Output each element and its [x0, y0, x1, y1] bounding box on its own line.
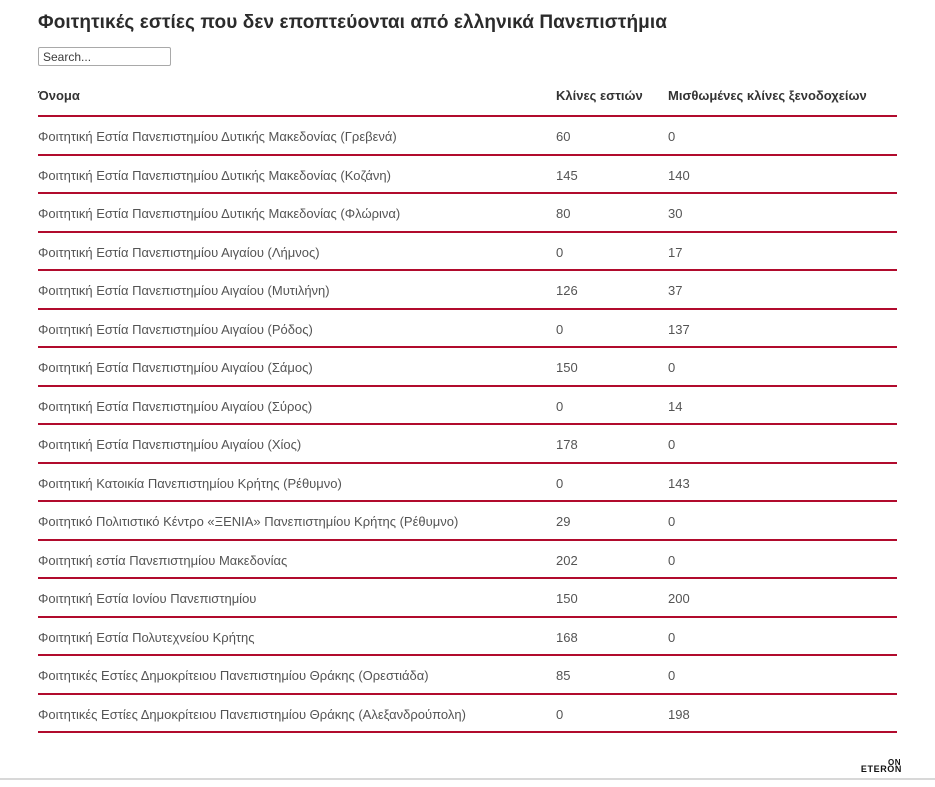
- dorm-beds-cell: 0: [556, 706, 564, 722]
- hotel-beds-cell: 37: [668, 283, 683, 298]
- dorm-name-cell: Φοιτητική Κατοικία Πανεπιστημίου Κρήτης …: [38, 475, 342, 491]
- dorm-beds-cell: 145: [556, 167, 578, 183]
- dorm-name-cell: Φοιτητική Εστία Πανεπιστημίου Αιγαίου (Μ…: [38, 283, 330, 298]
- dorm-beds-cell: 202: [556, 552, 578, 568]
- dorm-beds-cell: 60: [556, 129, 571, 144]
- dorm-beds-cell: 80: [556, 206, 571, 221]
- dorm-name-cell: Φοιτητική Εστία Πανεπιστημίου Αιγαίου (Σ…: [38, 398, 313, 414]
- table-row: Φοιτητικό Πολιτιστικό Κέντρο «ΞΕΝΙΑ» Παν…: [38, 502, 897, 541]
- dorm-beds-cell: 168: [556, 629, 578, 645]
- table-row: Φοιτητική Εστία Ιονίου Πανεπιστημίου 150…: [38, 579, 897, 618]
- column-header-dorm-beds: Κλίνες εστιών: [556, 88, 643, 103]
- table-row: Φοιτητική Εστία Πανεπιστημίου Δυτικής Μα…: [38, 156, 897, 194]
- dorm-name-cell: Φοιτητική Εστία Πολυτεχνείου Κρήτης: [38, 629, 255, 645]
- bottom-divider: [0, 778, 935, 780]
- dorm-name-cell: Φοιτητικές Εστίες Δημοκρίτειου Πανεπιστη…: [38, 668, 429, 683]
- hotel-beds-cell: 30: [668, 206, 683, 221]
- table-row: Φοιτητική Εστία Πανεπιστημίου Αιγαίου (Σ…: [38, 387, 897, 425]
- eteron-logo-text: ETERON: [860, 764, 902, 774]
- table-row: Φοιτητικές Εστίες Δημοκρίτειου Πανεπιστη…: [38, 695, 897, 733]
- hotel-beds-cell: 0: [668, 552, 676, 568]
- table-row: Φοιτητικές Εστίες Δημοκρίτειου Πανεπιστη…: [38, 656, 897, 695]
- dorm-beds-cell: 29: [556, 514, 571, 529]
- table-row: Φοιτητική Εστία Πανεπιστημίου Δυτικής Μα…: [38, 194, 897, 233]
- dorm-table: Όνομα Κλίνες εστιών Μισθωμένες κλίνες ξε…: [38, 88, 897, 733]
- hotel-beds-cell: 200: [668, 591, 690, 606]
- dorm-name-cell: Φοιτητικές Εστίες Δημοκρίτειου Πανεπιστη…: [38, 706, 466, 722]
- eteron-logo: ON ETERON: [861, 759, 902, 774]
- page-title: Φοιτητικές εστίες που δεν εποπτεύονται α…: [38, 12, 668, 33]
- dorm-name-cell: Φοιτητική Εστία Πανεπιστημίου Δυτικής Μα…: [38, 129, 397, 144]
- dorm-name-cell: Φοιτητική Εστία Πανεπιστημίου Αιγαίου (Λ…: [38, 244, 320, 260]
- hotel-beds-cell: 0: [668, 437, 676, 452]
- table-widget: Φοιτητικές εστίες που δεν εποπτεύονται α…: [38, 0, 897, 733]
- hotel-beds-cell: 0: [668, 360, 676, 375]
- hotel-beds-cell: 140: [668, 167, 690, 183]
- dorm-name-cell: Φοιτητικό Πολιτιστικό Κέντρο «ΞΕΝΙΑ» Παν…: [38, 514, 459, 529]
- hotel-beds-cell: 17: [668, 244, 683, 260]
- dorm-name-cell: Φοιτητική Εστία Ιονίου Πανεπιστημίου: [38, 591, 257, 606]
- search-input[interactable]: [38, 47, 171, 66]
- dorm-beds-cell: 126: [556, 283, 578, 298]
- table-header-row: Όνομα Κλίνες εστιών Μισθωμένες κλίνες ξε…: [38, 88, 897, 117]
- hotel-beds-cell: 143: [668, 475, 690, 491]
- eteron-logo-on-text: ON: [888, 758, 901, 767]
- table-row: Φοιτητική Εστία Πανεπιστημίου Αιγαίου (Μ…: [38, 271, 897, 310]
- hotel-beds-cell: 0: [668, 668, 676, 683]
- dorm-name-cell: Φοιτητική Εστία Πανεπιστημίου Δυτικής Μα…: [38, 206, 401, 221]
- dorm-beds-cell: 150: [556, 360, 578, 375]
- dorm-beds-cell: 0: [556, 321, 564, 337]
- dorm-beds-cell: 0: [556, 398, 564, 414]
- dorm-name-cell: Φοιτητική Εστία Πανεπιστημίου Δυτικής Μα…: [38, 167, 391, 183]
- column-header-hotel-beds: Μισθωμένες κλίνες ξενοδοχείων: [668, 88, 867, 103]
- table-body: Φοιτητική Εστία Πανεπιστημίου Δυτικής Μα…: [38, 117, 897, 733]
- dorm-beds-cell: 178: [556, 437, 578, 452]
- dorm-beds-cell: 85: [556, 668, 571, 683]
- table-row: Φοιτητική εστία Πανεπιστημίου Μακεδονίας…: [38, 541, 897, 579]
- dorm-beds-cell: 0: [556, 475, 564, 491]
- column-header-name: Όνομα: [38, 88, 80, 103]
- dorm-beds-cell: 0: [556, 244, 564, 260]
- table-row: Φοιτητική Εστία Πανεπιστημίου Αιγαίου (Ρ…: [38, 310, 897, 348]
- table-row: Φοιτητική Εστία Πολυτεχνείου Κρήτης 168 …: [38, 618, 897, 656]
- table-row: Φοιτητική Εστία Πανεπιστημίου Αιγαίου (Σ…: [38, 348, 897, 387]
- hotel-beds-cell: 0: [668, 129, 676, 144]
- hotel-beds-cell: 0: [668, 514, 676, 529]
- table-row: Φοιτητική Εστία Πανεπιστημίου Αιγαίου (Λ…: [38, 233, 897, 271]
- hotel-beds-cell: 198: [668, 706, 690, 722]
- hotel-beds-cell: 14: [668, 398, 683, 414]
- dorm-name-cell: Φοιτητική Εστία Πανεπιστημίου Αιγαίου (Ρ…: [38, 321, 313, 337]
- table-row: Φοιτητική Εστία Πανεπιστημίου Αιγαίου (Χ…: [38, 425, 897, 464]
- table-row: Φοιτητική Κατοικία Πανεπιστημίου Κρήτης …: [38, 464, 897, 502]
- hotel-beds-cell: 137: [668, 321, 690, 337]
- dorm-name-cell: Φοιτητική εστία Πανεπιστημίου Μακεδονίας: [38, 552, 288, 568]
- table-row: Φοιτητική Εστία Πανεπιστημίου Δυτικής Μα…: [38, 117, 897, 156]
- dorm-beds-cell: 150: [556, 591, 578, 606]
- hotel-beds-cell: 0: [668, 629, 676, 645]
- dorm-name-cell: Φοιτητική Εστία Πανεπιστημίου Αιγαίου (Χ…: [38, 437, 302, 452]
- dorm-name-cell: Φοιτητική Εστία Πανεπιστημίου Αιγαίου (Σ…: [38, 360, 313, 375]
